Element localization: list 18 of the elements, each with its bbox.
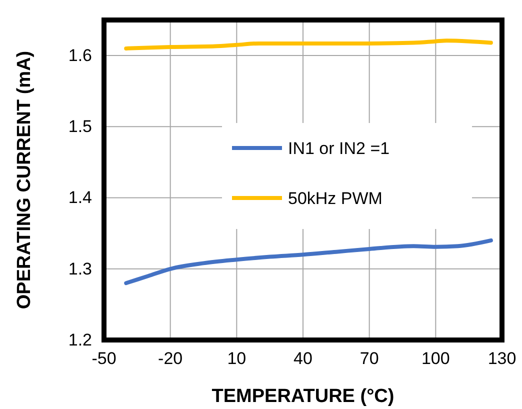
y-tick-label: 1.3 [68,259,92,278]
x-tick-label: -20 [158,349,183,368]
x-axis-title: TEMPERATURE (°C) [212,386,394,407]
y-axis-title: OPERATING CURRENT (mA) [14,50,35,310]
y-tick-label: 1.4 [68,188,92,208]
y-tick-label: 1.5 [68,117,92,136]
y-tick-label: 1.2 [68,330,92,350]
x-tick-label: -50 [92,349,116,368]
y-tick-label: 1.6 [68,46,92,65]
x-tick-label: 130 [488,349,516,368]
line-series [124,238,493,286]
legend-label: 50kHz PWM [288,189,382,208]
x-tick-label: 40 [294,349,312,368]
x-tick-label: 10 [227,349,246,368]
line-series [124,38,493,50]
legend-label: IN1 or IN2 =1 [288,139,390,158]
x-tick-label: 70 [360,349,379,368]
x-tick-label: 100 [421,349,450,368]
